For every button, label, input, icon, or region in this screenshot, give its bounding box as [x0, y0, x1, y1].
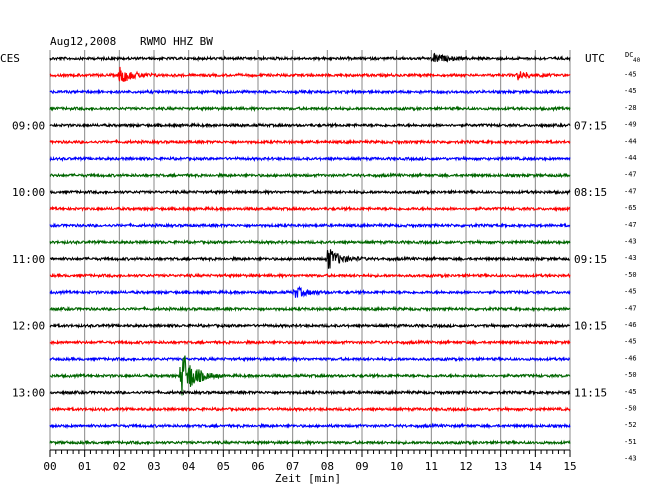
trace-line	[49, 322, 571, 330]
x-tick-label: 13	[494, 460, 507, 473]
seismic-traces	[49, 52, 571, 447]
x-tick-label: 00	[43, 460, 56, 473]
trace-line	[49, 355, 571, 396]
dc-offset-label: -28	[624, 104, 637, 112]
date-label: Aug12,2008	[50, 35, 116, 48]
trace-line	[49, 285, 571, 298]
header: Aug12,2008 RWMO HHZ BW CES UTC DC 40	[0, 35, 641, 65]
dc-offset-label: -45	[624, 288, 637, 296]
left-time-label: 09:00	[12, 119, 45, 132]
dc-offset-label: -50	[624, 405, 637, 413]
trace-line	[49, 105, 571, 113]
dc-offset-label: -50	[624, 271, 637, 279]
plot-grid	[49, 50, 571, 451]
x-tick-label: 01	[78, 460, 91, 473]
dc-offset-labels: -45 -45 -28 -49 -44 -44 -47 -47 -65 -47 -43 -43 -50 -…	[624, 71, 637, 463]
right-time-label: 07:15	[574, 119, 607, 132]
x-tick-label: 10	[390, 460, 403, 473]
trace-line	[49, 305, 571, 313]
trace-line	[49, 188, 571, 196]
dc-offset-label: -43	[624, 254, 637, 262]
dc-offset-label: -45	[624, 87, 637, 95]
dc-offset-label: -52	[624, 421, 637, 429]
x-tick-label: 04	[182, 460, 196, 473]
trace-line	[49, 88, 571, 96]
trace-line	[49, 66, 571, 82]
trace-line	[49, 155, 571, 163]
right-zone-label: UTC	[585, 52, 605, 65]
x-tick-label: 03	[147, 460, 160, 473]
dc-offset-label: -50	[624, 371, 637, 379]
dc-offset-label: -51	[624, 438, 637, 446]
x-axis-title: Zeit [min]	[275, 472, 341, 485]
right-time-labels: 07:15 08:15 09:15 10:15 11:15	[574, 119, 607, 399]
left-time-label: 12:00	[12, 320, 45, 333]
x-tick-label: 08	[321, 460, 334, 473]
dc-label: DC	[625, 51, 633, 59]
trace-line	[49, 339, 571, 346]
dc-offset-label: -47	[624, 171, 637, 179]
dc-offset-label: -65	[624, 204, 637, 212]
x-tick-label: 06	[251, 460, 264, 473]
left-zone-label: CES	[0, 52, 20, 65]
trace-line	[49, 422, 571, 430]
right-time-label: 10:15	[574, 320, 607, 333]
dc-offset-label: -46	[624, 321, 637, 329]
x-tick-label: 15	[563, 460, 576, 473]
dc-offset-label: -47	[624, 304, 637, 312]
dc-sub-label: 40	[633, 57, 641, 64]
dc-offset-label: -45	[624, 388, 637, 396]
trace-line	[49, 221, 571, 229]
trace-line	[49, 388, 571, 396]
dc-offset-label: -44	[624, 154, 637, 162]
trace-line	[49, 138, 571, 146]
right-time-label: 09:15	[574, 253, 607, 266]
dc-offset-label: -43	[624, 238, 637, 246]
trace-line	[49, 172, 571, 179]
x-tick-label: 09	[355, 460, 368, 473]
left-time-label: 10:00	[12, 186, 45, 199]
dc-offset-label: -43	[624, 455, 637, 463]
station-label: RWMO HHZ BW	[140, 35, 213, 48]
trace-line	[49, 205, 571, 213]
trace-line	[49, 355, 571, 363]
x-tick-label: 12	[459, 460, 472, 473]
left-time-labels: 09:00 10:00 11:00 12:00 13:00	[12, 119, 45, 399]
x-tick-label: 11	[425, 460, 438, 473]
left-time-label: 11:00	[12, 253, 45, 266]
right-time-label: 11:15	[574, 387, 607, 400]
right-time-label: 08:15	[574, 186, 607, 199]
dc-offset-label: -46	[624, 354, 637, 362]
x-axis: 00 01 02 03 04 05 06 07 08 09 10 11 12 13 14 15	[43, 450, 577, 473]
dc-offset-label: -49	[624, 121, 637, 129]
x-tick-label: 05	[217, 460, 230, 473]
x-tick-label: 02	[113, 460, 126, 473]
x-tick-label: 07	[286, 460, 299, 473]
trace-line	[49, 405, 571, 413]
trace-line	[49, 439, 571, 447]
dc-offset-label: -44	[624, 137, 637, 145]
left-time-label: 13:00	[12, 387, 45, 400]
dc-offset-label: -47	[624, 187, 637, 195]
trace-line	[49, 238, 571, 246]
dc-offset-label: -45	[624, 71, 637, 79]
trace-line	[49, 52, 571, 63]
x-tick-label: 14	[529, 460, 543, 473]
trace-line	[49, 249, 571, 269]
trace-line	[49, 272, 571, 280]
dc-offset-label: -45	[624, 338, 637, 346]
trace-line	[49, 121, 571, 129]
dc-offset-label: -47	[624, 221, 637, 229]
